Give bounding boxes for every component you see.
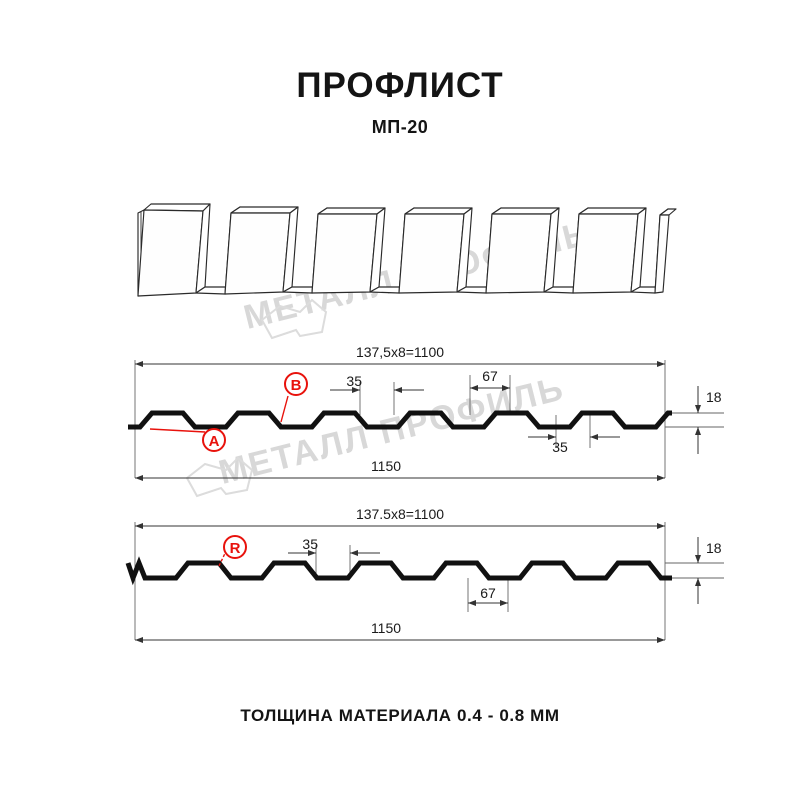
dimension-label-1150-2: 1150	[371, 620, 401, 636]
marker-label-b: B	[291, 377, 302, 394]
marker-r-section-2: R	[218, 535, 247, 567]
watermark-logo-top	[260, 298, 328, 340]
cross-section-2: 137.5x8=1100 35 67 18 R	[125, 506, 724, 643]
marker-a-section-1: A	[149, 428, 226, 452]
dimension-label-1150-1: 1150	[371, 458, 401, 474]
dimension-peak-left-section-1: 35	[330, 373, 424, 393]
extension-lines-section-2	[134, 522, 724, 640]
dimension-peak-section-2: 35	[288, 536, 380, 556]
dimension-label-18-1: 18	[706, 389, 722, 405]
dimension-overall-top-section-2: 137.5x8=1100	[135, 506, 665, 529]
profile-outline-section-2	[125, 556, 672, 586]
dimension-peak-right-section-1: 35	[528, 434, 620, 455]
profile-sheet-3d-view	[137, 203, 677, 297]
dimension-valley-section-1: 67	[470, 368, 510, 391]
dimension-label-35-left-1: 35	[346, 373, 362, 389]
extension-lines-section-1	[134, 360, 724, 478]
dimension-label-35-2: 35	[302, 536, 318, 552]
marker-label-r: R	[230, 540, 241, 557]
material-thickness-caption: ТОЛЩИНА МАТЕРИАЛА 0.4 - 0.8 ММ	[240, 706, 560, 725]
dimension-label-18-2: 18	[706, 540, 722, 556]
dimension-height-section-1: 18	[695, 386, 722, 454]
dimension-label-67-2: 67	[480, 585, 496, 601]
page-title: ПРОФЛИСТ	[296, 66, 504, 105]
page-subtitle: МП-20	[371, 117, 429, 137]
profile-outline-section-1	[128, 410, 672, 430]
dimension-label-67-1: 67	[482, 368, 498, 384]
dimension-overall-bottom-section-1: 1150	[135, 458, 665, 481]
marker-label-a: A	[209, 433, 220, 450]
dimension-label-overall-top-1: 137,5x8=1100	[356, 344, 444, 360]
dimension-label-overall-top-2: 137.5x8=1100	[356, 506, 444, 522]
dimension-overall-bottom-section-2: 1150	[135, 620, 665, 643]
marker-b-section-1: B	[280, 372, 308, 423]
dimension-overall-top-section-1: 137,5x8=1100	[135, 344, 665, 367]
dimension-valley-section-2: 67	[468, 585, 508, 606]
dimension-height-section-2: 18	[695, 537, 722, 604]
cross-section-1: 137,5x8=1100 35 67 35	[128, 344, 724, 481]
dimension-label-35-right-1: 35	[552, 439, 568, 455]
watermark-logo-middle	[185, 456, 254, 498]
